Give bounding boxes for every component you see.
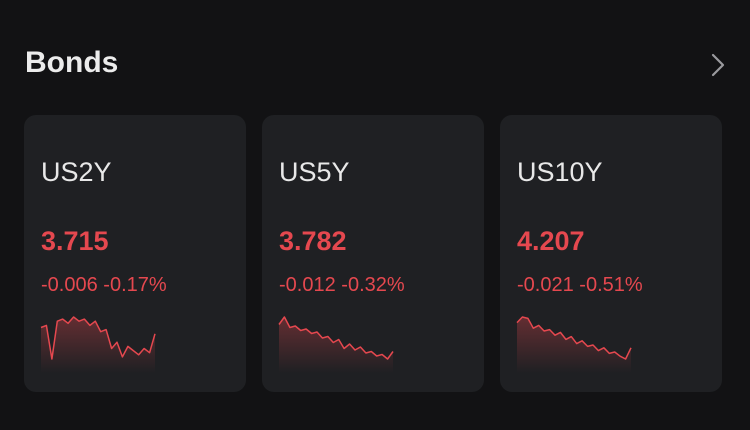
sparkline-line (516, 316, 632, 360)
section-title: Bonds (25, 46, 119, 79)
change: -0.021 (517, 274, 574, 296)
change-row: -0.021 -0.51% (517, 274, 643, 297)
change-row: -0.012 -0.32% (279, 274, 405, 297)
sparkline (40, 316, 156, 373)
bond-card[interactable]: US5Y 3.782 -0.012 -0.32% (262, 115, 484, 392)
change: -0.006 (41, 274, 98, 296)
sparkline-area (279, 317, 393, 373)
chevron-right[interactable] (708, 52, 728, 78)
sparkline (516, 316, 632, 373)
price: 3.782 (279, 226, 347, 256)
sparkline-area (41, 317, 155, 373)
bond-card[interactable]: US2Y 3.715 -0.006 -0.17% (24, 115, 246, 392)
price: 3.715 (41, 226, 109, 256)
change-row: -0.006 -0.17% (41, 274, 167, 297)
sparkline-line (40, 316, 156, 360)
price: 4.207 (517, 226, 585, 256)
change-percent: -0.17% (103, 274, 167, 296)
bond-card[interactable]: US10Y 4.207 -0.021 -0.51% (500, 115, 722, 392)
symbol: US10Y (517, 157, 603, 187)
change-percent: -0.32% (341, 274, 405, 296)
sparkline (278, 316, 394, 373)
change: -0.012 (279, 274, 336, 296)
symbol: US2Y (41, 157, 112, 187)
symbol: US5Y (279, 157, 350, 187)
sparkline-line (278, 316, 394, 360)
change-percent: -0.51% (579, 274, 643, 296)
sparkline-area (517, 317, 631, 373)
